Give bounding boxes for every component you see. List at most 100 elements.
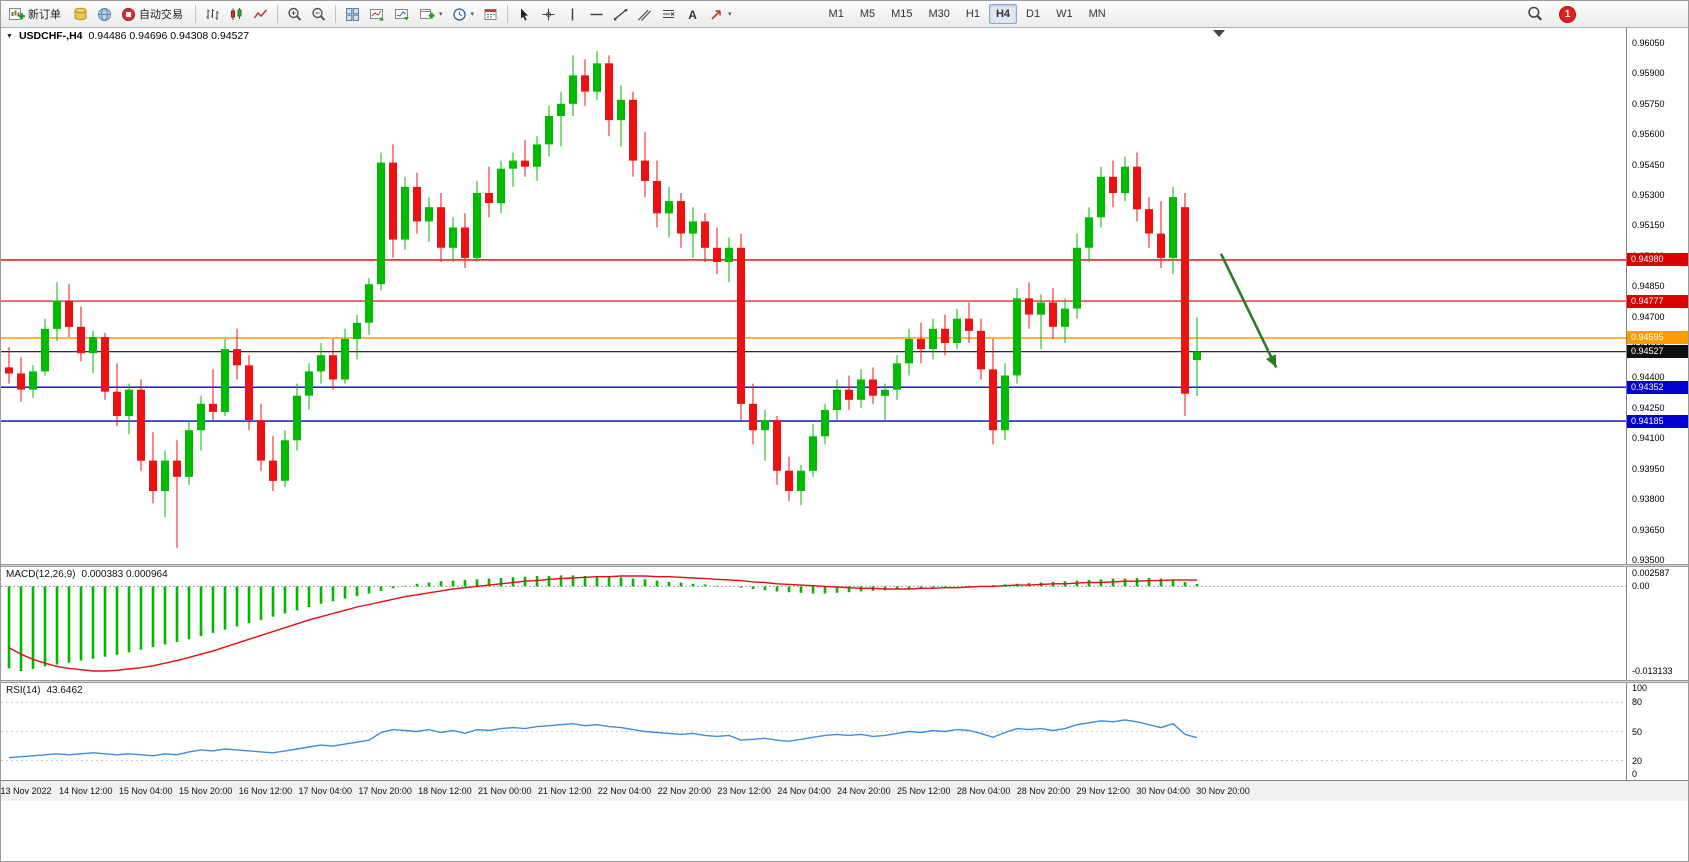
vertical-line-tool-button[interactable] — [561, 4, 584, 25]
text-tool-button[interactable]: A — [681, 4, 704, 25]
timeframe-w1-button[interactable]: W1 — [1049, 4, 1080, 24]
arrows-tool-button[interactable]: ▾ — [705, 4, 736, 25]
timeframe-m15-button[interactable]: M15 — [884, 4, 919, 24]
time-axis-label: 25 Nov 12:00 — [897, 786, 951, 796]
market-watch-button[interactable] — [93, 4, 116, 25]
cursor-tool-button[interactable] — [513, 4, 536, 25]
fibonacci-icon — [663, 9, 675, 18]
trendline-tool-button[interactable] — [609, 4, 632, 25]
chart-shift-marker[interactable] — [1213, 30, 1225, 37]
autotrading-button[interactable]: 自动交易 — [117, 4, 190, 25]
candle-body — [365, 284, 373, 323]
calendar-button[interactable] — [479, 4, 502, 25]
candle-body — [905, 339, 913, 364]
candle-body — [893, 363, 901, 390]
price-axis-label: 0.95300 — [1632, 190, 1665, 201]
horizontal-line-icon — [590, 13, 603, 15]
candle-body — [125, 389, 133, 417]
macd-chart[interactable] — [1, 567, 1626, 680]
candle-body — [521, 160, 529, 167]
candlestick-chart-button[interactable] — [225, 4, 248, 25]
zoom-out-button[interactable] — [307, 4, 330, 25]
price-axis-label: 0.96050 — [1632, 38, 1665, 48]
time-axis-label: 18 Nov 12:00 — [418, 786, 472, 796]
candle-body — [17, 373, 25, 390]
candle-body — [1169, 197, 1177, 258]
candle-body — [809, 436, 817, 471]
panel-divider[interactable] — [1, 564, 1688, 567]
line-chart-icon — [253, 8, 268, 18]
new-order-label: 新订单 — [28, 9, 61, 21]
dropdown-caret[interactable]: ▾ — [728, 11, 732, 18]
candle-body — [461, 227, 469, 258]
new-order-button[interactable]: 新订单 — [5, 4, 68, 25]
fibonacci-tool-button[interactable] — [657, 4, 680, 25]
arrow-object-icon — [711, 9, 721, 20]
candle-body — [1181, 207, 1189, 394]
macd-label: MACD(12,26,9) 0.000383 0.000964 — [6, 569, 168, 580]
bar-chart-button[interactable] — [201, 4, 224, 25]
candle-body — [701, 221, 709, 248]
candle-body — [857, 379, 865, 400]
timeframe-d1-button[interactable]: D1 — [1019, 4, 1047, 24]
candle-body — [65, 300, 73, 327]
collapse-icon[interactable]: ▼ — [6, 32, 13, 40]
svg-text:A: A — [688, 8, 697, 22]
timeframe-h4-button[interactable]: H4 — [988, 4, 1018, 24]
rsi-axis-label: 80 — [1632, 697, 1643, 708]
candle-body — [797, 470, 805, 491]
candle-body — [761, 420, 769, 431]
time-axis-label: 30 Nov 04:00 — [1136, 786, 1190, 796]
candle-body — [149, 460, 157, 491]
symbol-search-button[interactable] — [1523, 4, 1547, 25]
candle-body — [389, 162, 397, 240]
new-chart-button[interactable]: ▾ — [415, 4, 447, 25]
candle-body — [677, 201, 685, 234]
horizontal-line-tool-button[interactable] — [585, 4, 608, 25]
calendar-icon — [484, 8, 497, 20]
auto-arrange-button[interactable] — [365, 4, 389, 25]
rsi-chart[interactable] — [1, 683, 1626, 780]
candle-body — [401, 186, 409, 240]
macd-axis-label: 0.002587 — [1632, 568, 1670, 578]
candle-body — [41, 328, 49, 372]
macd-axis: 0.002587 0.00 -0.013133 — [1626, 567, 1688, 680]
candle-body — [977, 330, 985, 370]
new-order-icon — [9, 7, 25, 20]
track-chart-button[interactable] — [390, 4, 414, 25]
toolbar-separator — [195, 5, 196, 23]
candle-body — [641, 160, 649, 181]
price-axis-label: 0.94100 — [1632, 433, 1665, 444]
timeframe-mn-button[interactable]: MN — [1082, 4, 1113, 24]
dropdown-caret[interactable]: ▾ — [439, 11, 443, 18]
period-clock-button[interactable]: ▾ — [448, 4, 479, 25]
tile-windows-button[interactable] — [341, 4, 364, 25]
timeframe-m1-button[interactable]: M1 — [822, 4, 851, 24]
timeframe-h1-button[interactable]: H1 — [959, 4, 987, 24]
timeframe-m30-button[interactable]: M30 — [922, 4, 957, 24]
notification-badge[interactable]: 1 — [1559, 5, 1576, 23]
timeframe-m5-button[interactable]: M5 — [853, 4, 882, 24]
candle-body — [593, 63, 601, 92]
price-chart[interactable] — [1, 28, 1626, 564]
charts-profile-button[interactable] — [69, 4, 92, 25]
candle-body — [317, 355, 325, 372]
macd-signal-line — [8, 575, 1198, 672]
candle-body — [245, 365, 253, 420]
price-panel: 0.96050 0.95900 0.95750 0.95600 0.95450 0.953… — [1, 28, 1688, 565]
line-chart-button[interactable] — [249, 4, 272, 25]
time-axis[interactable]: 13 Nov 2022 14 Nov 12:00 15 Nov 04:00 15 No… — [1, 780, 1688, 801]
zoom-in-button[interactable] — [283, 4, 306, 25]
time-axis-label: 16 Nov 12:00 — [238, 786, 293, 796]
crosshair-tool-button[interactable] — [537, 4, 560, 25]
symbol-label: USDCHF-,H4 — [18, 30, 83, 42]
dropdown-caret[interactable]: ▾ — [470, 11, 475, 18]
rsi-axis-label: 0 — [1632, 769, 1638, 779]
channel-tool-button[interactable] — [633, 4, 656, 25]
panel-divider[interactable] — [1, 680, 1688, 683]
candle-body — [161, 460, 169, 491]
candle-body — [185, 430, 193, 477]
trend-arrow[interactable] — [1219, 253, 1278, 368]
candle-body — [1133, 166, 1141, 210]
candle-body — [341, 339, 349, 380]
